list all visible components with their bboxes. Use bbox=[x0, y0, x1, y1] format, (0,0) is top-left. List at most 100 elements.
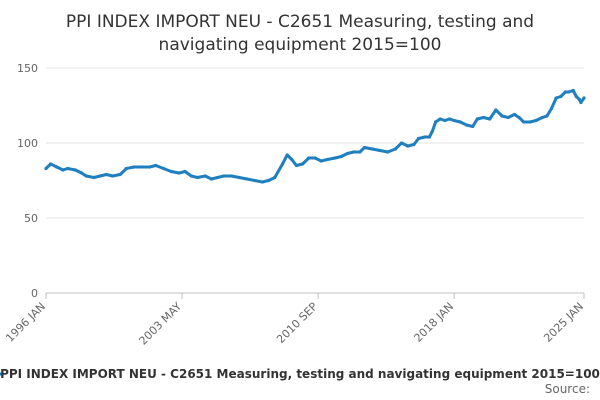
data-point-0-65[interactable] bbox=[452, 118, 456, 123]
data-point-0-77[interactable] bbox=[522, 120, 526, 124]
data-point-0-57[interactable] bbox=[417, 136, 421, 141]
data-point-0-88[interactable] bbox=[574, 94, 578, 99]
data-point-0-2[interactable] bbox=[55, 165, 59, 169]
data-point-0-87[interactable] bbox=[571, 88, 575, 93]
legend-item-label[interactable]: PPI INDEX IMPORT NEU - C2651 Measuring, … bbox=[0, 367, 600, 381]
data-point-0-84[interactable] bbox=[559, 94, 563, 99]
data-point-0-32[interactable] bbox=[260, 180, 264, 184]
data-point-0-64[interactable] bbox=[447, 117, 452, 121]
legend[interactable]: PPI INDEX IMPORT NEU - C2651 Measuring, … bbox=[0, 367, 600, 381]
data-point-0-12[interactable] bbox=[118, 172, 122, 177]
data-point-0-22[interactable] bbox=[189, 174, 193, 178]
data-point-0-72[interactable] bbox=[494, 108, 498, 112]
data-point-0-58[interactable] bbox=[423, 135, 427, 139]
data-point-0-40[interactable] bbox=[307, 156, 311, 160]
data-point-0-36[interactable] bbox=[285, 153, 289, 157]
data-point-0-4[interactable] bbox=[66, 166, 70, 171]
data-point-0-51[interactable] bbox=[378, 148, 382, 153]
data-point-0-26[interactable] bbox=[216, 175, 220, 180]
data-point-0-20[interactable] bbox=[177, 171, 181, 175]
data-point-0-43[interactable] bbox=[325, 157, 329, 162]
y-tick-label-150: 150 bbox=[17, 62, 38, 75]
data-point-0-27[interactable] bbox=[222, 174, 226, 178]
data-point-0-37[interactable] bbox=[290, 157, 294, 162]
data-point-0-0[interactable] bbox=[44, 166, 48, 171]
data-point-0-89[interactable] bbox=[577, 97, 582, 102]
data-point-0-18[interactable] bbox=[161, 166, 166, 171]
data-point-0-30[interactable] bbox=[245, 177, 249, 181]
x-axis-labels: 1996 JAN 2003 MAY 2010 SEP 2018 JAN 2025 JAN bbox=[3, 300, 586, 348]
data-point-0-33[interactable] bbox=[267, 178, 271, 183]
data-point-0-13[interactable] bbox=[124, 166, 128, 171]
data-point-0-11[interactable] bbox=[110, 174, 115, 178]
chart-title-line-2: navigating equipment 2015=100 bbox=[159, 35, 442, 55]
data-point-0-41[interactable] bbox=[313, 156, 317, 160]
data-point-0-35[interactable] bbox=[280, 162, 285, 166]
data-point-0-9[interactable] bbox=[98, 174, 102, 178]
data-point-0-31[interactable] bbox=[253, 178, 257, 183]
data-point-0-61[interactable] bbox=[434, 120, 438, 124]
data-point-0-71[interactable] bbox=[488, 117, 492, 121]
data-point-0-1[interactable] bbox=[49, 162, 53, 166]
data-point-0-91[interactable] bbox=[582, 96, 586, 100]
data-point-0-70[interactable] bbox=[481, 115, 486, 120]
data-point-0-59[interactable] bbox=[427, 135, 431, 139]
data-point-0-42[interactable] bbox=[319, 159, 323, 163]
data-point-0-45[interactable] bbox=[339, 154, 343, 159]
data-point-0-79[interactable] bbox=[534, 118, 538, 123]
data-point-0-90[interactable] bbox=[579, 100, 583, 105]
data-point-0-49[interactable] bbox=[362, 145, 367, 150]
data-point-0-60[interactable] bbox=[430, 129, 435, 133]
data-point-0-75[interactable] bbox=[512, 112, 517, 117]
data-point-0-19[interactable] bbox=[169, 169, 173, 174]
data-point-0-34[interactable] bbox=[273, 175, 277, 180]
data-point-0-63[interactable] bbox=[443, 118, 447, 123]
data-point-0-62[interactable] bbox=[438, 117, 442, 121]
data-point-0-10[interactable] bbox=[104, 172, 108, 177]
data-point-0-3[interactable] bbox=[61, 168, 65, 172]
data-point-0-14[interactable] bbox=[132, 165, 136, 169]
data-point-0-5[interactable] bbox=[73, 168, 77, 172]
data-point-0-6[interactable] bbox=[80, 171, 84, 175]
data-point-0-76[interactable] bbox=[517, 115, 521, 120]
data-point-0-66[interactable] bbox=[458, 120, 462, 124]
data-point-0-16[interactable] bbox=[148, 165, 152, 169]
x-axis-ticks bbox=[45, 293, 585, 299]
data-point-0-54[interactable] bbox=[400, 141, 404, 145]
data-point-0-46[interactable] bbox=[345, 151, 350, 156]
data-point-0-74[interactable] bbox=[506, 115, 510, 120]
data-point-0-38[interactable] bbox=[294, 163, 298, 168]
data-point-0-7[interactable] bbox=[84, 174, 88, 178]
data-point-0-21[interactable] bbox=[183, 169, 187, 174]
data-point-0-29[interactable] bbox=[237, 175, 241, 180]
data-point-0-24[interactable] bbox=[203, 174, 207, 178]
data-point-0-53[interactable] bbox=[393, 147, 397, 151]
data-point-0-80[interactable] bbox=[540, 115, 544, 120]
data-point-0-28[interactable] bbox=[229, 174, 234, 178]
data-point-0-47[interactable] bbox=[352, 150, 356, 154]
data-point-0-44[interactable] bbox=[333, 156, 337, 160]
data-point-0-48[interactable] bbox=[358, 150, 362, 154]
data-point-0-23[interactable] bbox=[195, 175, 200, 180]
data-point-0-67[interactable] bbox=[464, 123, 469, 127]
y-tick-label-50: 50 bbox=[24, 212, 38, 225]
data-point-0-81[interactable] bbox=[545, 114, 549, 118]
data-point-0-68[interactable] bbox=[471, 124, 475, 129]
data-point-0-85[interactable] bbox=[563, 90, 568, 94]
x-tick-label-3: 2018 JAN bbox=[412, 300, 457, 345]
data-point-0-39[interactable] bbox=[301, 162, 305, 166]
data-point-0-86[interactable] bbox=[566, 90, 571, 94]
data-point-0-15[interactable] bbox=[140, 165, 144, 169]
data-point-0-69[interactable] bbox=[475, 117, 479, 121]
data-point-0-50[interactable] bbox=[370, 147, 374, 151]
data-point-0-55[interactable] bbox=[406, 144, 410, 148]
data-point-0-78[interactable] bbox=[528, 120, 532, 124]
data-point-0-52[interactable] bbox=[386, 150, 390, 154]
data-point-0-83[interactable] bbox=[554, 96, 558, 100]
data-point-0-17[interactable] bbox=[154, 163, 158, 168]
data-point-0-8[interactable] bbox=[92, 175, 96, 180]
data-point-0-56[interactable] bbox=[412, 142, 416, 147]
data-point-0-82[interactable] bbox=[549, 106, 554, 111]
data-point-0-73[interactable] bbox=[500, 114, 504, 118]
data-point-0-25[interactable] bbox=[209, 177, 213, 181]
